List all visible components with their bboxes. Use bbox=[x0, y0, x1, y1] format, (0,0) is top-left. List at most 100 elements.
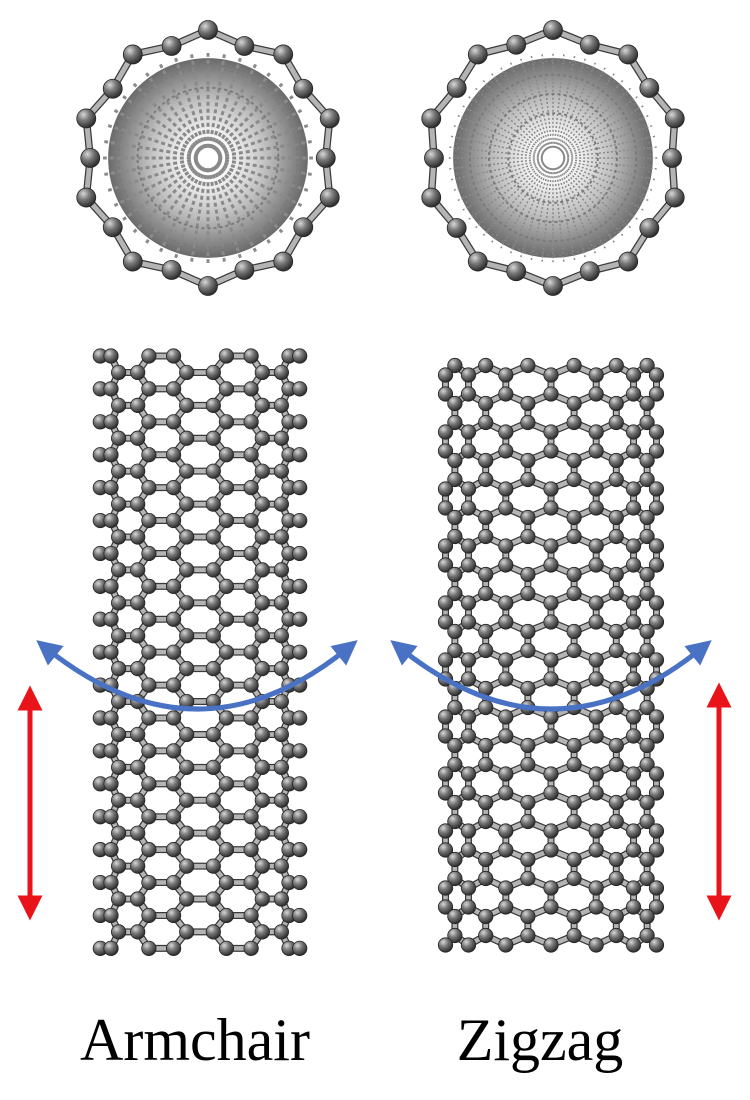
carbon-atom bbox=[447, 699, 463, 716]
carbon-atom bbox=[103, 644, 119, 660]
carbon-atom bbox=[80, 148, 101, 168]
carbon-atom bbox=[478, 357, 494, 374]
carbon-atom bbox=[103, 743, 119, 759]
carbon-atom bbox=[520, 927, 536, 944]
carbon-atom bbox=[498, 538, 514, 554]
carbon-atom bbox=[625, 424, 642, 440]
carbon-atom bbox=[165, 414, 182, 430]
carbon-atom bbox=[506, 34, 527, 55]
carbon-atom bbox=[543, 595, 559, 611]
carbon-atom bbox=[588, 481, 604, 497]
carbon-atom bbox=[478, 566, 494, 583]
carbon-atom bbox=[179, 661, 195, 677]
carbon-atom bbox=[498, 785, 514, 801]
inner-ring bbox=[468, 73, 638, 243]
carbon-atom bbox=[460, 766, 477, 782]
armchair-label: Armchair bbox=[80, 1007, 310, 1073]
carbon-atom bbox=[179, 595, 195, 611]
carbon-atom bbox=[243, 348, 259, 364]
carbon-atom bbox=[478, 813, 494, 830]
carbon-atom bbox=[179, 792, 195, 808]
carbon-atom bbox=[218, 644, 235, 660]
carbon-atom bbox=[292, 874, 308, 891]
carbon-atom bbox=[218, 348, 235, 364]
carbon-atom bbox=[205, 891, 221, 907]
carbon-atom bbox=[608, 813, 624, 830]
receding-bond bbox=[208, 54, 226, 149]
receding-bond bbox=[113, 161, 200, 207]
carbon-atom bbox=[141, 842, 157, 858]
carbon-atom bbox=[141, 447, 157, 463]
carbon-atom bbox=[165, 907, 182, 924]
zigzag-end-view bbox=[421, 20, 685, 296]
carbon-atom bbox=[625, 652, 642, 668]
carbon-atom bbox=[102, 78, 123, 99]
carbon-atom bbox=[437, 595, 454, 611]
carbon-atom bbox=[588, 443, 604, 459]
carbon-atom bbox=[447, 870, 463, 887]
carbon-atom bbox=[243, 611, 259, 627]
carbon-atom bbox=[103, 874, 119, 891]
carbon-atom bbox=[460, 785, 477, 801]
carbon-atom bbox=[243, 414, 259, 430]
carbon-atom bbox=[648, 424, 665, 440]
carbon-atom bbox=[639, 870, 655, 887]
carbon-atom bbox=[234, 260, 255, 280]
carbon-atom bbox=[460, 538, 477, 554]
armchair-end-view bbox=[76, 20, 340, 296]
carbon-atom bbox=[111, 595, 127, 611]
carbon-atom bbox=[103, 414, 119, 430]
carbon-atom bbox=[566, 908, 582, 925]
armchair-nanotube-side-view bbox=[92, 348, 308, 956]
carbon-atom bbox=[130, 726, 146, 743]
carbon-atom bbox=[639, 218, 660, 238]
carbon-atom bbox=[165, 874, 182, 891]
carbon-atom bbox=[111, 792, 127, 808]
carbon-atom bbox=[639, 737, 655, 754]
carbon-atom bbox=[618, 251, 639, 272]
carbon-atom bbox=[639, 908, 655, 925]
carbon-atom bbox=[648, 728, 665, 744]
carbon-atom bbox=[447, 927, 463, 944]
carbon-atom bbox=[437, 785, 454, 801]
carbon-atom bbox=[648, 899, 665, 915]
carbon-atom bbox=[639, 699, 655, 716]
carbon-atom bbox=[625, 557, 642, 573]
carbon-atom bbox=[543, 785, 559, 801]
carbon-atom bbox=[111, 924, 127, 940]
carbon-atom bbox=[205, 463, 221, 479]
carbon-atom bbox=[437, 766, 454, 782]
zigzag-label: Zigzag bbox=[456, 1007, 624, 1073]
receding-bond bbox=[145, 165, 204, 244]
carbon-atom bbox=[179, 496, 195, 512]
carbon-atom bbox=[292, 842, 308, 858]
carbon-atom bbox=[566, 452, 582, 469]
zigzag-nanotube-side-view bbox=[437, 357, 665, 953]
armchair-rotation-arrow bbox=[36, 640, 358, 712]
carbon-atom bbox=[179, 463, 195, 479]
carbon-atom bbox=[437, 424, 454, 440]
carbon-atom bbox=[437, 880, 454, 896]
carbon-atom bbox=[498, 614, 514, 630]
carbon-atom bbox=[543, 880, 559, 896]
carbon-atom bbox=[437, 500, 454, 516]
carbon-atom bbox=[639, 471, 655, 488]
carbon-atom bbox=[243, 907, 259, 924]
carbon-atom bbox=[179, 529, 195, 545]
carbon-atom bbox=[165, 644, 182, 660]
carbon-atom bbox=[566, 414, 582, 431]
carbon-atom bbox=[543, 614, 559, 630]
carbon-atom bbox=[130, 463, 146, 479]
carbon-atom bbox=[292, 644, 308, 660]
carbon-atom bbox=[437, 367, 454, 383]
carbon-atom bbox=[498, 367, 514, 383]
carbon-atom bbox=[292, 545, 308, 562]
carbon-atom bbox=[179, 825, 195, 841]
carbon-atom bbox=[648, 785, 665, 801]
carbon-atom bbox=[460, 728, 477, 744]
carbon-atom bbox=[103, 907, 119, 924]
carbon-atom bbox=[437, 823, 454, 839]
carbon-atom bbox=[543, 652, 559, 668]
carbon-atom bbox=[130, 628, 146, 644]
carbon-atom bbox=[141, 348, 157, 364]
